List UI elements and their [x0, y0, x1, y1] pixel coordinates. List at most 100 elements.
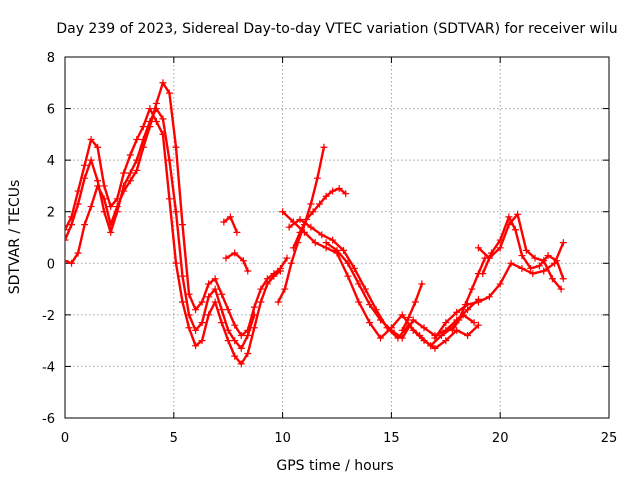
data-point: [133, 166, 141, 174]
data-point: [474, 244, 482, 252]
data-point: [224, 326, 232, 334]
data-point: [231, 321, 239, 329]
data-point: [309, 208, 317, 216]
data-point: [205, 280, 213, 288]
data-point: [496, 280, 504, 288]
series-line: [287, 218, 476, 347]
series-track-4: [220, 213, 241, 236]
x-tick-label: 0: [61, 431, 69, 446]
data-point: [442, 337, 450, 345]
data-point: [453, 308, 461, 316]
data-point: [165, 195, 173, 203]
data-point: [496, 236, 504, 244]
data-point: [416, 331, 424, 339]
data-point: [455, 316, 463, 324]
data-point: [159, 115, 167, 123]
x-axis-label: GPS time / hours: [276, 458, 393, 474]
data-point: [185, 324, 193, 332]
axis-ticks: 0 5 10 15 20 25 -6 -4 -2 0 2 4 6 8: [42, 51, 617, 446]
data-point: [281, 285, 289, 293]
data-point: [531, 254, 539, 262]
data-point: [107, 203, 115, 211]
data-point: [165, 156, 173, 164]
data-point: [192, 306, 200, 314]
data-point: [81, 161, 89, 169]
data-point: [333, 246, 341, 254]
x-tick-label: 10: [274, 431, 291, 446]
plot-frame: [64, 56, 610, 419]
data-point: [398, 311, 406, 319]
data-point: [329, 236, 337, 244]
data-point: [344, 272, 352, 280]
data-point: [226, 213, 234, 221]
data-point: [74, 200, 82, 208]
data-point: [279, 208, 287, 216]
data-point: [559, 239, 567, 247]
data-point: [244, 350, 252, 358]
data-point: [496, 244, 504, 252]
data-point: [87, 136, 95, 144]
data-point: [107, 228, 115, 236]
data-point: [68, 259, 76, 267]
data-point: [224, 306, 232, 314]
data-point: [220, 218, 228, 226]
data-point: [239, 257, 247, 265]
y-tick-label: 4: [47, 154, 55, 169]
data-point: [222, 254, 230, 262]
series-line: [224, 251, 250, 273]
data-point: [442, 326, 450, 334]
data-point: [468, 285, 476, 293]
data-point: [464, 331, 472, 339]
data-point: [474, 298, 482, 306]
data-point: [557, 285, 565, 293]
data-point: [68, 221, 76, 229]
data-point: [244, 267, 252, 275]
data-point: [100, 195, 108, 203]
data-point: [65, 226, 69, 234]
data-point: [307, 223, 315, 231]
data-point: [205, 311, 213, 319]
data-point: [120, 187, 128, 195]
data-point: [81, 221, 89, 229]
data-point: [350, 264, 358, 272]
data-point: [218, 319, 226, 327]
series-track-15: [479, 213, 567, 283]
data-point: [94, 143, 102, 151]
data-point: [179, 221, 187, 229]
data-point: [126, 177, 134, 185]
data-point: [107, 221, 115, 229]
data-point: [211, 298, 219, 306]
data-point: [198, 298, 206, 306]
data-point: [133, 136, 141, 144]
data-point: [81, 174, 89, 182]
x-tick-label: 15: [383, 431, 400, 446]
data-point: [146, 123, 154, 131]
y-tick-label: -4: [42, 360, 55, 375]
y-tick-label: 6: [47, 103, 55, 118]
data-point: [470, 319, 478, 327]
data-point: [535, 262, 543, 270]
chart-title: Day 239 of 2023, Sidereal Day-to-day VTE…: [56, 21, 617, 37]
data-point: [418, 280, 426, 288]
x-tick-label: 20: [492, 431, 509, 446]
data-point: [514, 210, 522, 218]
data-point: [553, 257, 561, 265]
data-point: [313, 174, 321, 182]
data-point: [250, 324, 258, 332]
data-point: [113, 203, 121, 211]
data-point: [179, 298, 187, 306]
data-point: [303, 215, 311, 223]
data-point: [518, 264, 526, 272]
data-point: [263, 275, 271, 283]
series-track-9: [285, 215, 478, 350]
data-point: [218, 306, 226, 314]
data-point: [527, 264, 535, 272]
data-point: [311, 239, 319, 247]
data-point: [100, 182, 108, 190]
data-point: [409, 316, 417, 324]
grid: [65, 57, 609, 418]
data-point: [431, 334, 439, 342]
series-line: [277, 146, 326, 304]
